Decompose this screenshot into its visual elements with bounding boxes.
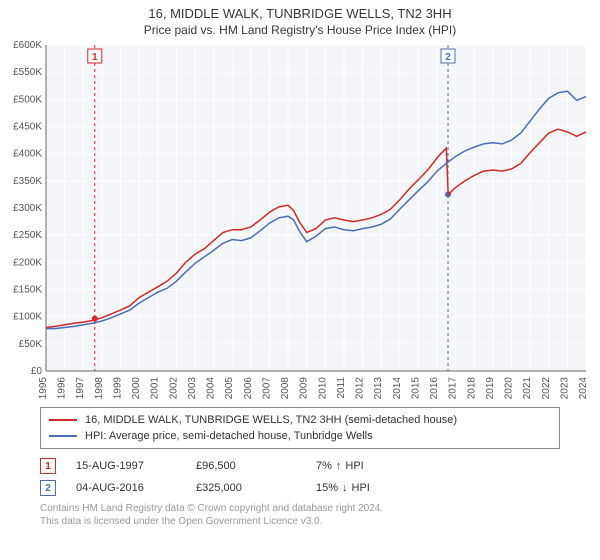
svg-text:1998: 1998 <box>94 377 105 400</box>
chart-footer: Contains HM Land Registry data © Crown c… <box>40 503 560 528</box>
marker-hpi-label: HPI <box>345 460 363 472</box>
svg-text:£450K: £450K <box>13 122 42 133</box>
svg-text:2017: 2017 <box>448 377 459 400</box>
svg-text:2015: 2015 <box>410 377 421 400</box>
svg-text:£150K: £150K <box>13 285 42 296</box>
svg-text:2012: 2012 <box>355 377 366 400</box>
svg-text:2000: 2000 <box>131 377 142 400</box>
svg-text:2: 2 <box>445 52 451 63</box>
svg-text:2021: 2021 <box>522 377 533 400</box>
svg-text:1: 1 <box>92 52 98 63</box>
svg-text:2004: 2004 <box>206 377 217 400</box>
legend-label: HPI: Average price, semi-detached house,… <box>85 430 373 442</box>
svg-text:2014: 2014 <box>392 377 403 400</box>
marker-date: 04-AUG-2016 <box>76 482 176 494</box>
svg-text:2013: 2013 <box>373 377 384 400</box>
marker-badge: 2 <box>40 480 56 496</box>
svg-text:£300K: £300K <box>13 203 42 214</box>
svg-text:£200K: £200K <box>13 257 42 268</box>
svg-text:2020: 2020 <box>504 377 515 400</box>
legend-label: 16, MIDDLE WALK, TUNBRIDGE WELLS, TN2 3H… <box>85 414 457 426</box>
chart-title-address: 16, MIDDLE WALK, TUNBRIDGE WELLS, TN2 3H… <box>0 6 600 21</box>
marker-row: 1 15-AUG-1997 £96,500 7% ↑ HPI <box>40 455 560 477</box>
svg-text:£250K: £250K <box>13 230 42 241</box>
svg-text:2005: 2005 <box>224 377 235 400</box>
marker-hpi: 7% ↑ HPI <box>316 460 364 472</box>
svg-text:2008: 2008 <box>280 377 291 400</box>
marker-pct: 15% <box>316 482 338 494</box>
price-chart: £0 £50K £100K £150K £200K £250K £300K £350K £400… <box>0 41 600 403</box>
svg-text:2024: 2024 <box>578 377 589 400</box>
svg-text:£550K: £550K <box>13 67 42 78</box>
marker-row: 2 04-AUG-2016 £325,000 15% ↓ HPI <box>40 477 560 499</box>
svg-text:£600K: £600K <box>13 41 42 51</box>
marker-price: £96,500 <box>196 460 296 472</box>
chart-svg: £0 £50K £100K £150K £200K £250K £300K £350K £400… <box>0 41 600 403</box>
footer-copyright: Contains HM Land Registry data © Crown c… <box>40 503 560 516</box>
svg-text:2011: 2011 <box>336 377 347 399</box>
marker-price: £325,000 <box>196 482 296 494</box>
svg-text:2007: 2007 <box>261 377 272 400</box>
svg-text:2009: 2009 <box>299 377 310 400</box>
svg-text:£400K: £400K <box>13 149 42 160</box>
svg-text:2002: 2002 <box>168 377 179 400</box>
svg-text:2006: 2006 <box>243 377 254 400</box>
svg-text:1999: 1999 <box>112 377 123 400</box>
svg-text:1997: 1997 <box>75 377 86 400</box>
legend-swatch <box>49 419 77 421</box>
svg-text:£0: £0 <box>31 366 43 377</box>
arrow-up-icon: ↑ <box>336 460 342 472</box>
svg-text:2022: 2022 <box>541 377 552 400</box>
svg-text:£350K: £350K <box>13 176 42 187</box>
svg-text:£50K: £50K <box>19 339 43 350</box>
svg-text:2003: 2003 <box>187 377 198 400</box>
legend-item: HPI: Average price, semi-detached house,… <box>49 428 551 444</box>
marker-hpi-label: HPI <box>352 482 370 494</box>
marker-pct: 7% <box>316 460 332 472</box>
marker-table: 1 15-AUG-1997 £96,500 7% ↑ HPI 2 04-AUG-… <box>40 455 560 499</box>
svg-text:1996: 1996 <box>57 377 68 400</box>
svg-text:£100K: £100K <box>13 312 42 323</box>
arrow-down-icon: ↓ <box>342 482 348 494</box>
marker-date: 15-AUG-1997 <box>76 460 176 472</box>
svg-text:1995: 1995 <box>38 377 49 400</box>
svg-text:2019: 2019 <box>485 377 496 400</box>
svg-text:£500K: £500K <box>13 94 42 105</box>
svg-text:2016: 2016 <box>429 377 440 400</box>
chart-legend: 16, MIDDLE WALK, TUNBRIDGE WELLS, TN2 3H… <box>40 407 560 449</box>
svg-text:2018: 2018 <box>466 377 477 400</box>
svg-text:2010: 2010 <box>317 377 328 400</box>
marker-badge: 1 <box>40 458 56 474</box>
legend-item: 16, MIDDLE WALK, TUNBRIDGE WELLS, TN2 3H… <box>49 412 551 428</box>
marker-hpi: 15% ↓ HPI <box>316 482 370 494</box>
svg-text:2023: 2023 <box>559 377 570 400</box>
svg-text:2001: 2001 <box>150 377 161 400</box>
footer-licence: This data is licensed under the Open Gov… <box>40 516 560 529</box>
legend-swatch <box>49 435 77 437</box>
chart-title-subtitle: Price paid vs. HM Land Registry's House … <box>0 23 600 37</box>
